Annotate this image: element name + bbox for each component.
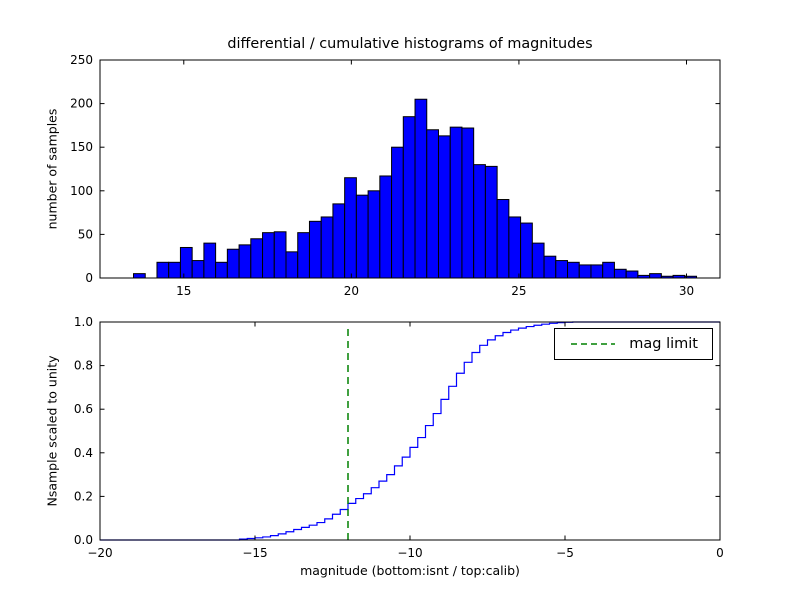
- x-tick-label: 0: [716, 546, 724, 560]
- histogram-bar: [238, 244, 252, 279]
- y-tick-label: 0.0: [74, 533, 93, 547]
- y-tick-label: 0.8: [74, 359, 93, 373]
- y-tick-label: 1.0: [74, 315, 93, 329]
- histogram-bar: [602, 261, 615, 279]
- legend: mag limit: [554, 328, 713, 360]
- histogram-bar: [215, 261, 228, 279]
- histogram-bar: [191, 260, 205, 279]
- y-tick-label: 50: [78, 227, 93, 241]
- y-tick-label: 0.2: [74, 489, 93, 503]
- histogram-bar: [332, 203, 346, 279]
- xlabel: magnitude (bottom:isnt / top:calib): [300, 563, 520, 578]
- ylabel-differential: number of samples: [44, 108, 60, 230]
- histogram-bar: [496, 199, 510, 279]
- histogram-bar: [285, 251, 299, 279]
- histogram-bar: [484, 165, 498, 279]
- x-tick-label: −20: [87, 546, 112, 560]
- histogram-bar: [367, 190, 381, 279]
- y-tick-label: 150: [70, 140, 93, 154]
- ylabel-cumulative: Nsample scaled to unity: [44, 355, 60, 507]
- chart-title: differential / cumulative histograms of …: [227, 36, 593, 52]
- histogram-bar: [613, 268, 627, 279]
- histogram-bar: [567, 261, 580, 279]
- histogram-bar: [437, 135, 451, 279]
- y-tick-label: 0.4: [74, 446, 93, 460]
- y-tick-label: 250: [70, 53, 93, 67]
- cumulative-step-line: [100, 321, 720, 541]
- histogram-bar: [590, 264, 604, 279]
- histogram-bar: [473, 164, 486, 279]
- histogram-bar: [250, 238, 264, 279]
- histogram-bar: [414, 98, 428, 279]
- axes-frame: [99, 59, 721, 279]
- histogram-bar: [391, 146, 404, 279]
- histogram-bar: [555, 260, 569, 279]
- histogram-bar: [520, 222, 533, 279]
- histogram-bar: [179, 246, 193, 279]
- histogram-bar: [449, 126, 463, 279]
- x-tick-label: −15: [242, 546, 267, 560]
- histogram-bar: [262, 232, 275, 279]
- histogram-bar: [203, 242, 217, 279]
- histogram-bar: [649, 273, 662, 279]
- y-tick-label: 0: [85, 271, 93, 285]
- histogram-bar: [355, 194, 369, 279]
- histogram-bar: [508, 216, 522, 279]
- histogram-bar: [461, 127, 475, 279]
- histogram-bar: [297, 232, 310, 279]
- y-tick-label: 0.6: [74, 402, 93, 416]
- legend-label: mag limit: [629, 336, 698, 352]
- histogram-bar: [320, 216, 334, 279]
- histogram-bar: [308, 220, 322, 279]
- histogram-bar: [273, 231, 287, 279]
- histogram-bar: [168, 261, 181, 279]
- x-tick-label: −10: [397, 546, 422, 560]
- histogram-bar: [379, 175, 393, 279]
- histogram-bar: [578, 264, 592, 279]
- x-tick-label: 15: [176, 284, 191, 298]
- histogram-bar: [156, 261, 170, 279]
- histogram-bar: [543, 255, 557, 279]
- histogram-bar: [402, 116, 416, 279]
- x-tick-label: −5: [556, 546, 574, 560]
- mag-limit-legend-line-icon: [571, 343, 616, 345]
- histogram-bar: [226, 248, 240, 279]
- histogram-bar: [344, 177, 357, 279]
- histogram-bar: [625, 270, 639, 279]
- x-tick-label: 20: [344, 284, 359, 298]
- histogram-bar: [133, 273, 146, 279]
- histogram-bar: [531, 242, 545, 279]
- x-tick-label: 25: [511, 284, 526, 298]
- y-tick-label: 200: [70, 97, 93, 111]
- histogram-bar: [426, 129, 439, 279]
- x-tick-label: 30: [679, 284, 694, 298]
- y-tick-label: 100: [70, 184, 93, 198]
